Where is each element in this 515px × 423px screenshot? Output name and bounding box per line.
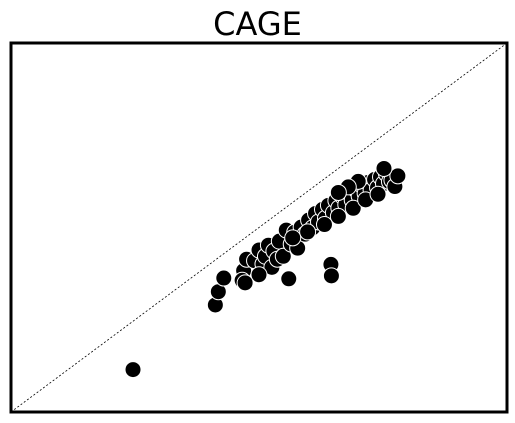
data-point	[329, 183, 347, 201]
data-point	[236, 274, 254, 292]
data-point	[280, 270, 298, 288]
data-point	[322, 267, 340, 285]
data-point	[284, 229, 302, 247]
plot-frame	[9, 41, 509, 414]
data-point	[344, 199, 362, 217]
data-point	[389, 167, 407, 185]
data-point	[369, 185, 387, 203]
reference-line	[10, 42, 508, 413]
data-point	[124, 361, 142, 379]
data-point	[375, 159, 393, 177]
chart-title: CAGE	[213, 5, 302, 43]
data-point	[215, 269, 233, 287]
data-point	[250, 266, 268, 284]
data-point	[315, 216, 333, 234]
points-layer	[124, 159, 407, 379]
data-point	[299, 223, 317, 241]
data-point	[329, 207, 347, 225]
data-point	[274, 247, 292, 265]
